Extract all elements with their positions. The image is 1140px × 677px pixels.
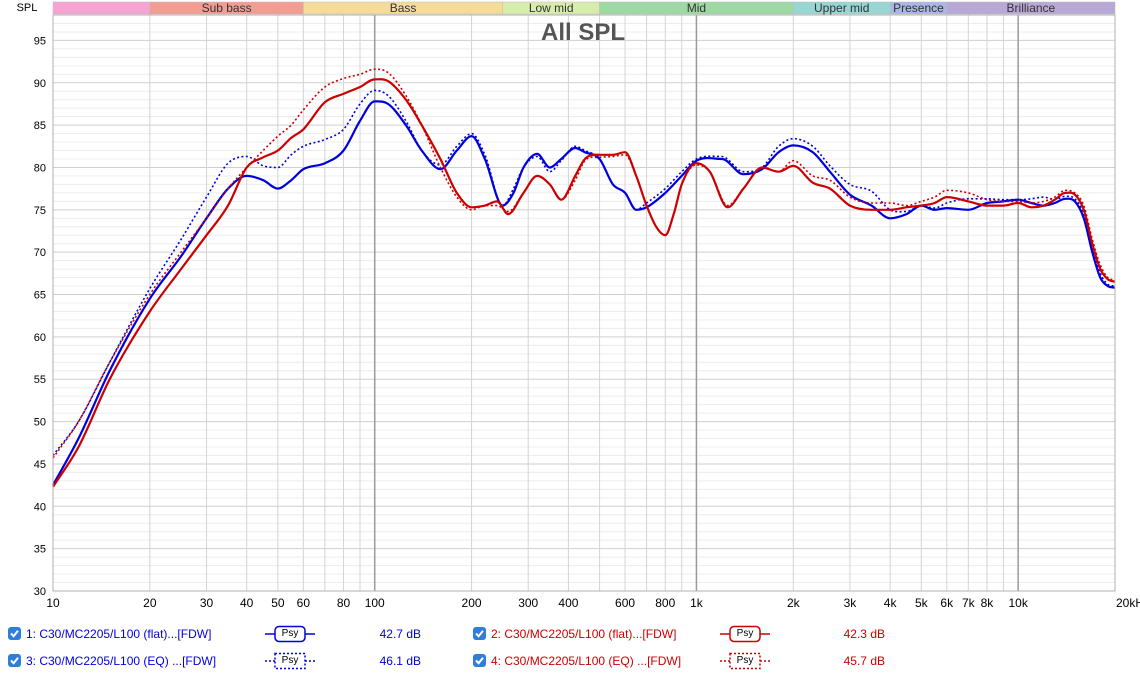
- chart-title: All SPL: [541, 19, 625, 46]
- x-tick-label: 10: [46, 596, 60, 610]
- band-0: [52, 1, 151, 15]
- band-label-5: Upper mid: [814, 1, 869, 15]
- y-tick-label: 60: [34, 332, 46, 344]
- x-tick-label: 600: [615, 596, 635, 610]
- x-tick-label: 300: [518, 596, 538, 610]
- series-1-checkbox[interactable]: [8, 627, 21, 640]
- x-tick-label: 6k: [940, 596, 954, 610]
- x-tick-label: 50: [271, 596, 285, 610]
- legend-row-1: 1: C30/MC2205/L100 (flat)...[FDW] Psy 42…: [0, 624, 1140, 646]
- x-tick-label: 2k: [787, 596, 801, 610]
- series-4-badge[interactable]: Psy: [720, 652, 770, 670]
- x-tick-label: 60: [297, 596, 311, 610]
- band-label-6: Presence: [893, 1, 944, 15]
- series-3-name: 3: C30/MC2205/L100 (EQ) ...[FDW]: [26, 654, 217, 668]
- series-2-value: 42.3 dB: [843, 627, 885, 641]
- y-tick-label: 65: [34, 290, 46, 302]
- series-4-checkbox[interactable]: [473, 654, 486, 667]
- series-line-2: [52, 89, 1116, 456]
- band-label-2: Bass: [390, 1, 417, 15]
- x-tick-label: 80: [337, 596, 351, 610]
- x-tick-label: 400: [558, 596, 578, 610]
- band-label-4: Mid: [687, 1, 706, 15]
- x-tick-label: 3k: [844, 596, 858, 610]
- y-tick-label: 85: [34, 120, 46, 132]
- series-4-badge-label: Psy: [736, 655, 754, 666]
- series-1-badge-label: Psy: [281, 628, 299, 639]
- x-tick-label: 800: [655, 596, 675, 610]
- band-label-3: Low mid: [529, 1, 574, 15]
- x-tick-label: 1k: [690, 596, 704, 610]
- band-label-7: Brilliance: [1007, 1, 1056, 15]
- x-tick-label: 10k: [1008, 596, 1028, 610]
- band-label-1: Sub bass: [202, 1, 252, 15]
- y-tick-label: 95: [34, 35, 46, 47]
- series-4-value: 45.7 dB: [843, 654, 885, 668]
- series-3-badge[interactable]: Psy: [265, 652, 315, 670]
- series-3-checkbox[interactable]: [8, 654, 21, 667]
- y-tick-label: 40: [34, 501, 46, 513]
- spl-chart: Sub bass Bass Low mid Mid Upper mid Presence B…: [17, 1, 1140, 610]
- series-line-4: [52, 68, 1116, 459]
- series-1-badge[interactable]: Psy: [265, 625, 315, 643]
- series-3-badge-label: Psy: [281, 655, 299, 666]
- series-2-name: 2: C30/MC2205/L100 (flat)...[FDW]: [491, 627, 677, 641]
- band-7: [946, 1, 1116, 15]
- x-tick-label: 200: [462, 596, 482, 610]
- y-axis-label: SPL: [17, 2, 38, 14]
- y-tick-label: 35: [34, 544, 46, 556]
- x-tick-label: 5k: [915, 596, 929, 610]
- y-tick-label: 50: [34, 417, 46, 429]
- legend-row-2: 3: C30/MC2205/L100 (EQ) ...[FDW] Psy 46.…: [0, 651, 1140, 673]
- y-tick-label: 80: [34, 162, 46, 174]
- x-tick-label: 20: [143, 596, 157, 610]
- y-tick-label: 30: [34, 586, 46, 598]
- x-tick-label: 8k: [981, 596, 995, 610]
- series-1-value: 42.7 dB: [379, 627, 421, 641]
- y-tick-label: 70: [34, 247, 46, 259]
- plot-frame: [52, 14, 1116, 592]
- frequency-bands: Sub bass Bass Low mid Mid Upper mid Presence B…: [52, 1, 1116, 15]
- x-tick-labels: 10 20 30 40 50 60 80 100 200 300 400 600 800 1k 2k 3k 4k…: [46, 596, 1140, 610]
- series-4-name: 4: C30/MC2205/L100 (EQ) ...[FDW]: [491, 654, 682, 668]
- curves: [52, 68, 1116, 488]
- grid: [52, 14, 1116, 592]
- y-tick-label: 75: [34, 205, 46, 217]
- y-tick-label: 55: [34, 374, 46, 386]
- series-2-badge[interactable]: Psy: [720, 625, 770, 643]
- x-tick-label: 40: [240, 596, 254, 610]
- series-2-badge-label: Psy: [736, 628, 754, 639]
- x-tick-label: 7k: [962, 596, 976, 610]
- series-3-value: 46.1 dB: [379, 654, 421, 668]
- x-tick-label: 30: [200, 596, 214, 610]
- y-tick-label: 90: [34, 78, 46, 90]
- y-tick-labels: 30 35 40 45 50 55 60 65 70 75 80 85 90 95: [34, 35, 46, 598]
- y-tick-label: 45: [34, 459, 46, 471]
- series-1-name: 1: C30/MC2205/L100 (flat)...[FDW]: [26, 627, 212, 641]
- x-tick-label: 20kHz: [1116, 596, 1140, 610]
- series-2-checkbox[interactable]: [473, 627, 486, 640]
- x-tick-label: 100: [365, 596, 385, 610]
- x-tick-label: 4k: [884, 596, 898, 610]
